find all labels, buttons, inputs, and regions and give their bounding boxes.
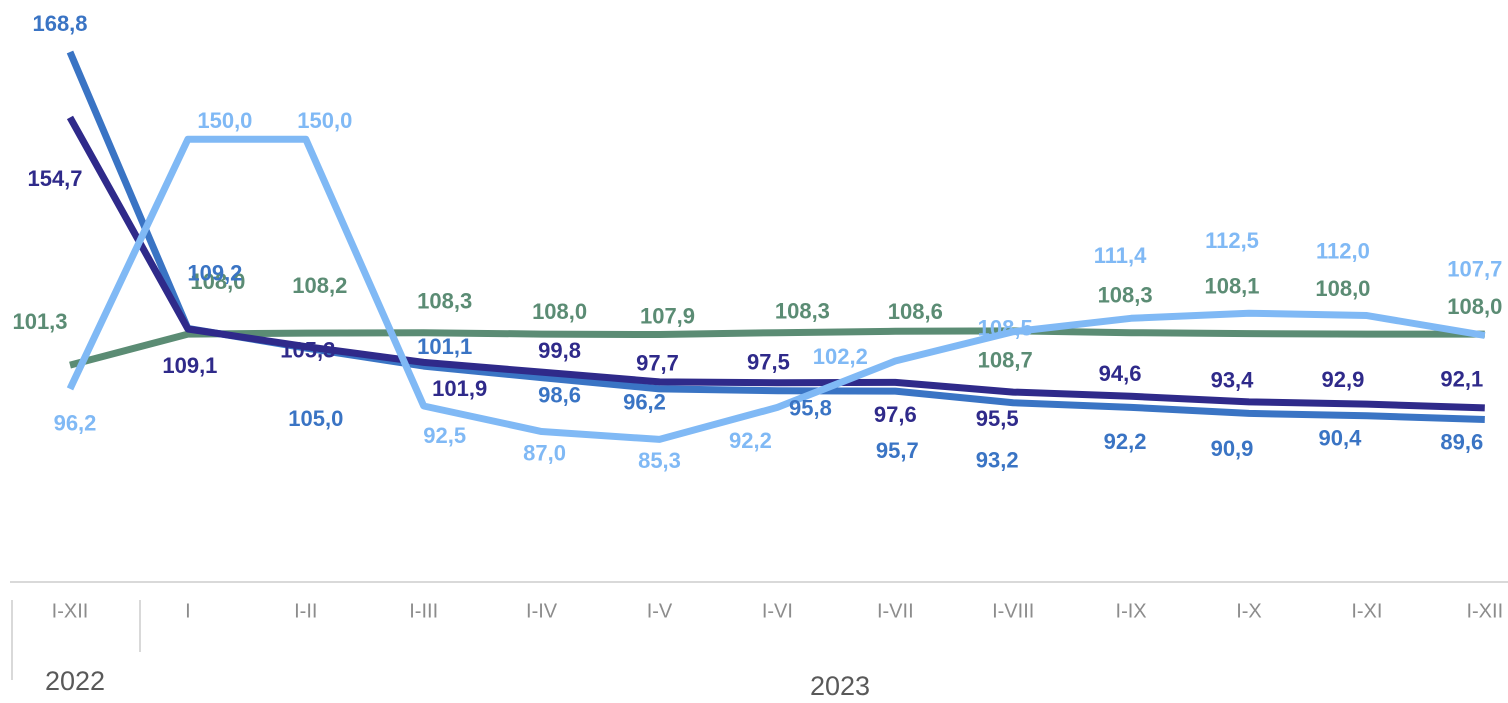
data-label: 108,0 <box>1447 294 1502 319</box>
data-label: 96,2 <box>623 390 666 415</box>
data-label: 108,7 <box>978 348 1033 373</box>
series-line <box>66 115 1485 412</box>
data-label: 105,0 <box>288 406 343 431</box>
data-label: 150,0 <box>297 108 352 133</box>
data-label: 96,2 <box>54 411 97 436</box>
data-label: 109,1 <box>162 353 217 378</box>
data-label: 98,6 <box>538 383 581 408</box>
data-label: 93,4 <box>1211 368 1255 393</box>
data-label: 168,8 <box>32 11 87 36</box>
data-label: 101,9 <box>432 376 487 401</box>
data-label: 112,0 <box>1316 238 1370 263</box>
data-label: 92,5 <box>423 423 466 448</box>
data-label: 109,2 <box>187 260 242 285</box>
x-tick-label: I-VII <box>877 600 914 622</box>
data-label: 97,7 <box>636 351 679 376</box>
x-tick-label: I-IX <box>1116 600 1147 622</box>
data-label: 92,2 <box>729 428 772 453</box>
data-label: 108,0 <box>532 299 587 324</box>
x-tick-label: I-XII <box>1466 600 1503 622</box>
data-label: 95,7 <box>876 438 919 463</box>
data-label: 92,9 <box>1321 367 1364 392</box>
x-tick-label: I-II <box>294 600 317 622</box>
data-label: 97,5 <box>747 350 790 375</box>
data-label: 108,3 <box>1098 283 1153 308</box>
data-label: 108,6 <box>888 299 943 324</box>
data-label: 97,6 <box>874 402 917 427</box>
data-label: 150,0 <box>197 108 252 133</box>
data-label: 108,3 <box>417 289 472 314</box>
data-label: 108,3 <box>775 299 830 324</box>
data-label: 92,2 <box>1104 429 1147 454</box>
data-label: 108,2 <box>292 273 347 298</box>
x-tick-label: I-XI <box>1351 600 1382 622</box>
data-label: 101,3 <box>12 309 67 334</box>
data-label: 102,2 <box>813 344 868 369</box>
x-tick-label: I-VIII <box>992 600 1034 622</box>
data-label: 95,8 <box>789 396 832 421</box>
data-label: 108,1 <box>1204 273 1259 298</box>
x-tick-label: I-VI <box>762 600 793 622</box>
data-label: 105,3 <box>280 337 335 362</box>
data-label: 107,7 <box>1447 256 1502 281</box>
data-label: 95,5 <box>976 406 1019 431</box>
data-label: 92,1 <box>1440 367 1483 392</box>
data-label: 108,0 <box>190 269 245 294</box>
x-tick-label: I-III <box>409 600 438 622</box>
group-label: 2022 <box>45 666 105 696</box>
data-label: 93,2 <box>976 448 1019 473</box>
data-label: 111,4 <box>1094 243 1147 268</box>
group-label: 2023 <box>810 671 870 701</box>
data-label: 107,9 <box>640 303 695 328</box>
x-tick-label: I-IV <box>526 600 558 622</box>
x-tick-label: I <box>185 600 191 622</box>
x-tick-label: I-XII <box>52 600 89 622</box>
data-label: 94,6 <box>1099 361 1142 386</box>
x-tick-label: I-X <box>1236 600 1262 622</box>
data-label: 87,0 <box>523 440 566 465</box>
data-label: 90,9 <box>1211 436 1254 461</box>
data-label: 99,8 <box>538 338 581 363</box>
data-label: 112,5 <box>1205 228 1259 253</box>
data-label: 108,5 <box>978 316 1033 341</box>
data-label: 101,1 <box>417 334 472 359</box>
data-label: 89,6 <box>1440 429 1483 454</box>
data-label: 154,7 <box>27 166 82 191</box>
series-line <box>69 327 1485 369</box>
data-label: 85,3 <box>638 448 681 473</box>
data-label: 108,0 <box>1315 276 1370 301</box>
data-label: 90,4 <box>1318 426 1362 451</box>
x-tick-label: I-V <box>647 600 673 622</box>
series-line <box>66 135 1486 443</box>
